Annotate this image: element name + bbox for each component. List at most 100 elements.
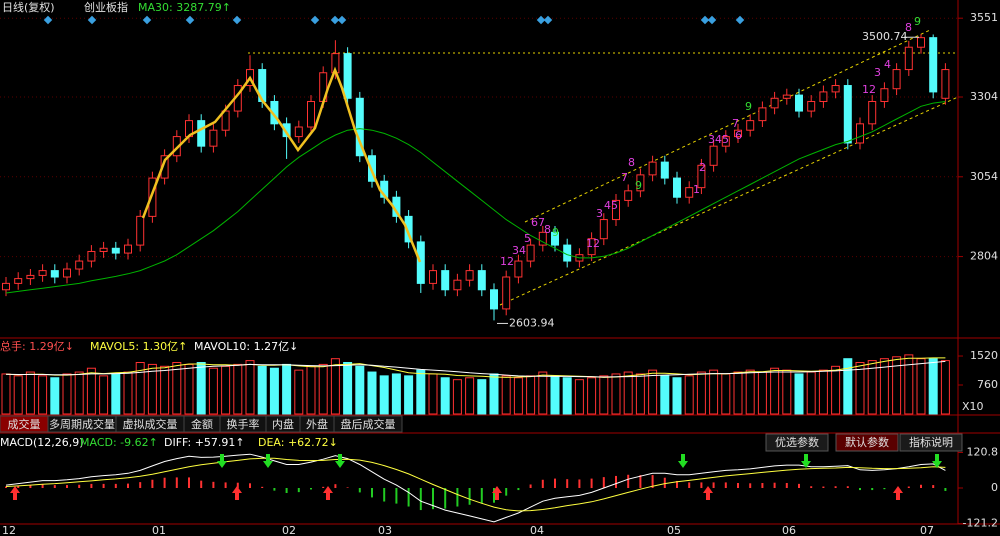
td-count: 9 xyxy=(745,100,752,113)
sell-arrow xyxy=(263,454,273,468)
tab-label[interactable]: 外盘 xyxy=(306,417,328,431)
volume-bar xyxy=(587,377,597,415)
button-label[interactable]: 指标说明 xyxy=(909,435,953,449)
macd-header: DIFF: +57.91↑ xyxy=(164,436,245,449)
button[interactable] xyxy=(765,433,829,452)
buy-arrow xyxy=(232,486,242,500)
tab-label[interactable]: 金额 xyxy=(191,417,213,431)
buy-arrow xyxy=(893,486,903,500)
volume-bar xyxy=(940,360,950,415)
candle-body xyxy=(807,100,816,112)
macd-header: DEA: +62.72↓ xyxy=(258,436,338,449)
candle-body xyxy=(63,268,71,278)
volume-bar xyxy=(282,363,292,415)
candle-body xyxy=(404,215,413,243)
candle-body xyxy=(124,244,132,254)
td-count: 5 xyxy=(524,232,531,245)
volume-bar xyxy=(757,371,767,415)
y-tick-label: 3551 xyxy=(970,11,998,24)
candle-body xyxy=(465,270,474,281)
x-tick-label: 06 xyxy=(782,524,796,536)
volume-bar xyxy=(721,373,731,415)
td-count: 8 xyxy=(544,223,551,236)
candle-body xyxy=(721,136,730,147)
volume-bar xyxy=(635,373,645,415)
volume-bar xyxy=(196,362,206,415)
volume-bar xyxy=(599,375,609,415)
candle-body xyxy=(856,123,864,144)
volume-bar xyxy=(391,373,401,415)
macd-line xyxy=(5,453,946,523)
candle-body xyxy=(648,161,657,176)
candle-body xyxy=(526,244,535,262)
volume-bar xyxy=(770,367,780,415)
y-tick-label: 0 xyxy=(991,481,998,494)
volume-bar xyxy=(416,369,426,415)
tab[interactable] xyxy=(333,415,403,433)
tab-label[interactable]: 多周期成交量 xyxy=(49,417,115,431)
tab-label[interactable]: 换手率 xyxy=(227,417,260,431)
volume-bar xyxy=(99,375,109,415)
candle-body xyxy=(770,97,779,109)
candle-body xyxy=(14,278,23,284)
candle-body xyxy=(709,145,718,166)
volume-bar xyxy=(74,371,84,415)
low-annotation: 2603.94 xyxy=(509,316,555,329)
button[interactable] xyxy=(899,433,963,452)
tab-label[interactable]: 盘后成交量 xyxy=(341,417,396,431)
signal-diamond xyxy=(310,15,320,25)
candle-body xyxy=(636,174,645,192)
candle-body xyxy=(904,46,913,71)
button-label[interactable]: 默认参数 xyxy=(845,435,889,449)
candle-body xyxy=(929,37,938,93)
candle-body xyxy=(514,260,523,278)
macd-header: MACD: -9.62↑ xyxy=(80,436,158,449)
volume-bar xyxy=(147,363,157,415)
candle-body xyxy=(758,107,767,122)
volume-ma-line xyxy=(5,360,946,378)
tab-label[interactable]: 虚拟成交量 xyxy=(123,417,178,431)
candle-body xyxy=(50,270,59,278)
volume-bar xyxy=(526,375,536,415)
buy-arrow xyxy=(10,486,20,500)
candle-body xyxy=(612,199,620,221)
candle-body xyxy=(136,215,145,246)
volume-bar xyxy=(684,375,694,415)
td-count: 8 xyxy=(905,21,912,34)
volume-header: MAVOL10: 1.27亿↓ xyxy=(194,340,298,353)
candle-body xyxy=(795,94,803,112)
tab-label[interactable]: 成交量 xyxy=(8,417,41,431)
volume-bar xyxy=(257,365,267,415)
volume-bar xyxy=(709,369,719,415)
candle-body xyxy=(587,238,596,256)
td-count: 9 xyxy=(914,15,921,28)
volume-bar xyxy=(806,371,816,415)
candle-body xyxy=(819,91,828,102)
candle-body xyxy=(697,164,706,189)
volume-bar xyxy=(343,362,353,415)
candle-body xyxy=(490,289,498,310)
volume-bar xyxy=(294,369,304,415)
button-label[interactable]: 优选参数 xyxy=(775,435,819,449)
tab-label[interactable]: 内盘 xyxy=(272,417,294,431)
candle-body xyxy=(551,231,559,246)
volume-bar xyxy=(123,371,133,415)
volume-bar xyxy=(135,362,145,415)
volume-bar xyxy=(379,375,389,415)
volume-bar xyxy=(440,377,450,415)
signal-diamond xyxy=(43,15,53,25)
volume-bar xyxy=(233,363,243,415)
button[interactable] xyxy=(835,433,899,452)
volume-bar xyxy=(733,371,743,415)
volume-bar xyxy=(367,371,377,415)
volume-bar xyxy=(50,377,60,415)
candle-body xyxy=(880,88,889,102)
volume-bar xyxy=(404,375,414,415)
volume-bar xyxy=(86,367,96,415)
candle-body xyxy=(599,219,608,240)
volume-bar xyxy=(221,365,231,415)
volume-bar xyxy=(928,358,938,415)
td-count: 8 xyxy=(628,156,635,169)
